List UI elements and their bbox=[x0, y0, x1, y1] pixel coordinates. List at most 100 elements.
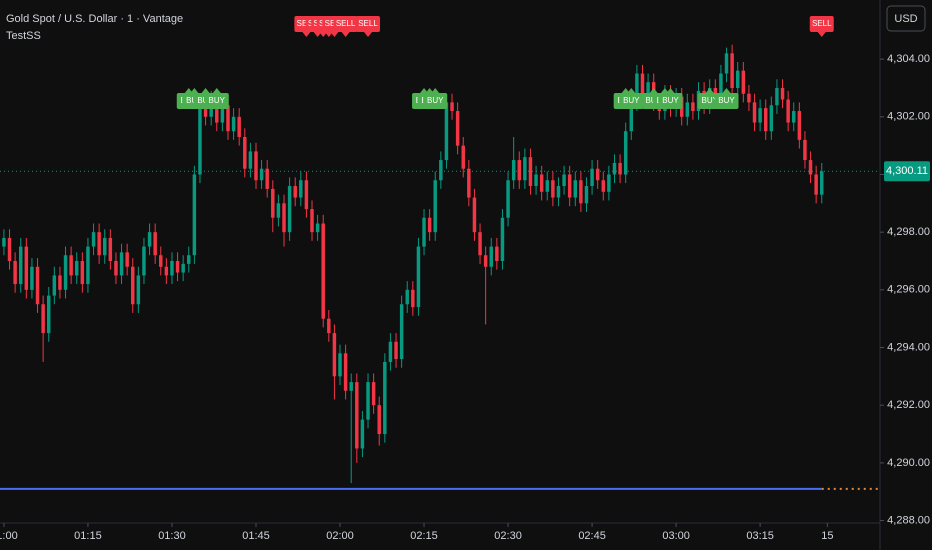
candle-body bbox=[41, 304, 45, 334]
candle-body bbox=[304, 180, 309, 210]
candle-body bbox=[86, 246, 90, 285]
candle-body bbox=[635, 73, 639, 103]
candle-body bbox=[556, 186, 561, 198]
candle-body bbox=[612, 162, 617, 175]
candle-body bbox=[808, 160, 813, 175]
candle-body bbox=[769, 105, 774, 132]
candle-body bbox=[511, 160, 516, 181]
candle-body bbox=[24, 246, 29, 290]
signal-arrow bbox=[666, 88, 675, 93]
currency-label[interactable]: USD bbox=[894, 13, 917, 25]
candle-body bbox=[595, 168, 600, 181]
candle-body bbox=[730, 53, 734, 88]
candle-body bbox=[18, 246, 23, 285]
candle-body bbox=[539, 174, 544, 192]
candle-body bbox=[483, 255, 488, 267]
signal-label: BUY bbox=[701, 96, 718, 105]
candle-body bbox=[584, 186, 589, 204]
candle-body bbox=[517, 160, 521, 181]
signal-arrow bbox=[621, 88, 630, 93]
candle-body bbox=[63, 255, 68, 290]
candle-body bbox=[46, 295, 51, 334]
signal-arrow bbox=[341, 32, 350, 37]
candle-body bbox=[220, 105, 225, 123]
candle-body bbox=[741, 70, 746, 94]
candle-body bbox=[226, 105, 230, 132]
candle-body bbox=[691, 102, 695, 112]
candle-body bbox=[545, 180, 550, 192]
candle-body bbox=[136, 275, 141, 305]
candle-body bbox=[478, 232, 482, 256]
candle-body bbox=[349, 382, 353, 391]
signal-arrow bbox=[705, 88, 714, 93]
candle-body bbox=[405, 289, 409, 305]
candle-body bbox=[7, 237, 12, 261]
signal-arrow bbox=[190, 88, 199, 93]
candle-body bbox=[433, 180, 437, 233]
candle-body bbox=[489, 246, 493, 267]
candle-body bbox=[287, 186, 292, 233]
candle-body bbox=[237, 116, 241, 137]
candle-body bbox=[69, 255, 73, 276]
candle-body bbox=[103, 237, 107, 256]
candle-body bbox=[607, 174, 611, 192]
signal-box bbox=[809, 16, 834, 32]
candle-body bbox=[293, 186, 297, 198]
signal-label: SELL bbox=[358, 19, 378, 28]
signal-arrow bbox=[324, 32, 333, 37]
candle-body bbox=[147, 232, 152, 247]
signal-label: BUY bbox=[718, 96, 735, 105]
signal-arrow bbox=[212, 88, 221, 93]
candle-body bbox=[310, 209, 314, 233]
candle-body bbox=[411, 289, 415, 308]
signal-box bbox=[204, 93, 229, 109]
candle-body bbox=[35, 266, 40, 305]
candle-body bbox=[752, 102, 757, 123]
candle-body bbox=[523, 157, 527, 181]
x-tick-label: 03:00 bbox=[662, 530, 690, 542]
candle-body bbox=[231, 116, 236, 132]
signal-arrow bbox=[722, 88, 731, 93]
candle-body bbox=[562, 174, 566, 187]
candle-body bbox=[444, 102, 449, 161]
signal-arrow bbox=[431, 88, 440, 93]
signal-arrow bbox=[201, 88, 210, 93]
x-tick-label: 01:00 bbox=[0, 530, 18, 542]
x-tick-label: 02:00 bbox=[326, 530, 354, 542]
candle-body bbox=[780, 87, 785, 100]
x-tick-label: 02:15 bbox=[410, 530, 438, 542]
candle-body bbox=[282, 203, 286, 233]
candle-body bbox=[792, 111, 796, 123]
candle-body bbox=[797, 111, 802, 140]
candle-body bbox=[13, 261, 17, 285]
candle-body bbox=[321, 223, 325, 319]
signal-arrow bbox=[627, 88, 636, 93]
candle-body bbox=[254, 151, 258, 181]
signal-arrow bbox=[302, 32, 311, 37]
y-tick-label: 4,296.00 bbox=[887, 284, 930, 296]
candle-body bbox=[427, 217, 432, 233]
candle-body bbox=[758, 108, 762, 123]
candle-body bbox=[775, 87, 779, 106]
candle-body bbox=[80, 261, 85, 285]
signal-arrow bbox=[319, 32, 328, 37]
candle-body bbox=[719, 73, 723, 100]
signal-label: SELL bbox=[336, 19, 356, 28]
candle-body bbox=[629, 102, 634, 132]
candle-body bbox=[814, 174, 818, 195]
candle-body bbox=[388, 341, 393, 362]
x-tick-label: 01:30 bbox=[158, 530, 186, 542]
signal-box bbox=[714, 93, 739, 109]
candle-body bbox=[164, 266, 169, 276]
candle-body bbox=[763, 108, 768, 132]
signal-label: BUY bbox=[623, 96, 640, 105]
candle-body bbox=[472, 197, 477, 233]
candle-body bbox=[159, 255, 163, 267]
y-tick-label: 4,302.00 bbox=[887, 111, 930, 123]
candle-body bbox=[30, 266, 34, 290]
currency-button[interactable] bbox=[886, 5, 926, 32]
y-tick-label: 4,288.00 bbox=[887, 514, 930, 526]
